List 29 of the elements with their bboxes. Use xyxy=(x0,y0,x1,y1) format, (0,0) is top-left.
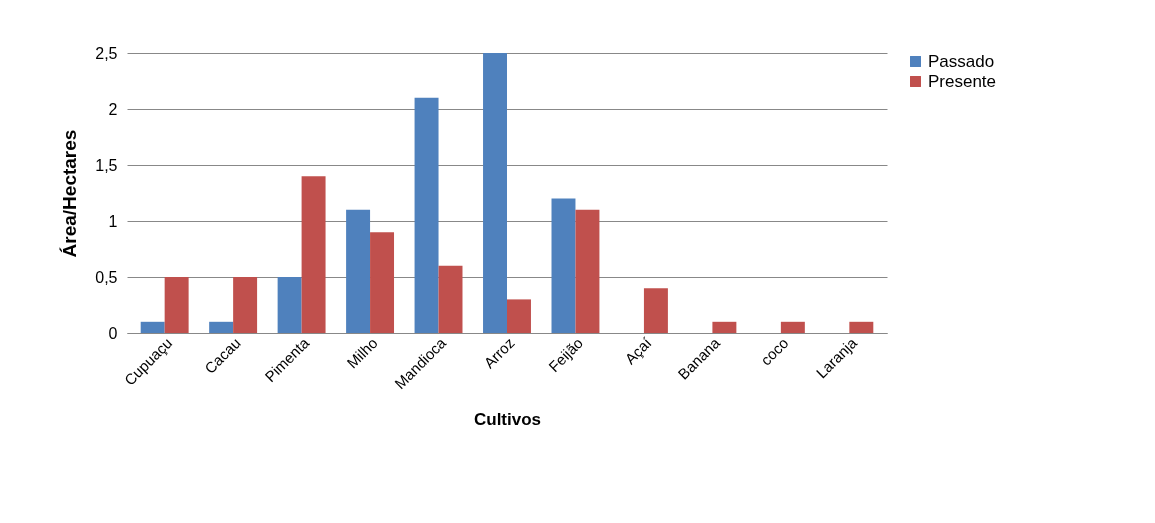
bar xyxy=(140,321,165,333)
bar xyxy=(551,198,576,333)
bar xyxy=(849,321,874,333)
bar xyxy=(483,53,507,333)
bar xyxy=(438,265,463,333)
x-axis-title: Cultivos xyxy=(473,410,542,430)
y-tick-label: 2 xyxy=(108,100,118,118)
bar xyxy=(370,232,395,333)
bar xyxy=(780,321,805,333)
bar xyxy=(233,277,258,333)
bar xyxy=(209,321,234,333)
x-tick-label: coco xyxy=(757,334,792,369)
y-tick-label: 1,5 xyxy=(95,156,118,174)
bar xyxy=(301,176,326,333)
bar xyxy=(712,321,737,333)
y-tick-label: 1 xyxy=(108,212,118,230)
legend-label: Passado xyxy=(928,51,995,71)
bar xyxy=(507,299,531,333)
legend-label: Presente xyxy=(928,71,997,91)
bar xyxy=(277,277,302,333)
bar xyxy=(643,288,668,333)
bar xyxy=(346,209,371,333)
y-tick-label: 0 xyxy=(108,324,118,342)
bar xyxy=(164,277,189,333)
bar xyxy=(414,97,439,333)
y-tick-label: 2,5 xyxy=(95,44,118,62)
y-tick-label: 0,5 xyxy=(95,268,118,286)
bar xyxy=(575,209,600,333)
y-axis-title: Área/Hectares xyxy=(59,129,81,258)
